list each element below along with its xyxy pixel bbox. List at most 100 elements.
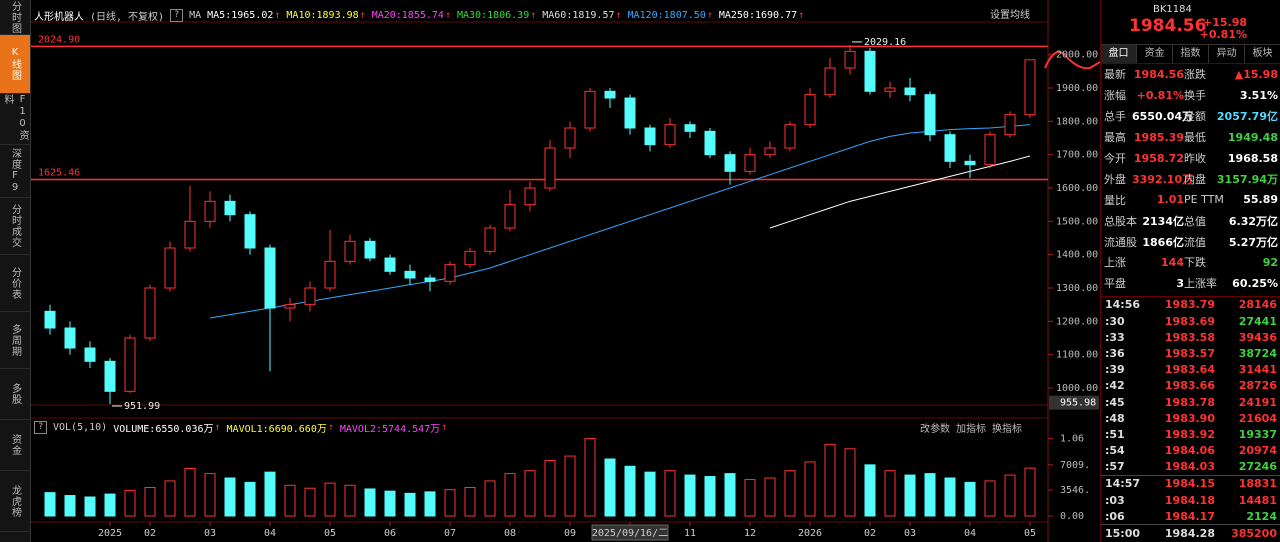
tab[interactable]: 异动 [1209,45,1245,63]
x-tick-label: 08 [504,528,516,539]
tick-price: 1984.06 [1164,444,1215,458]
volume-bar [744,478,756,517]
candle-body [1024,59,1036,116]
tick-volume: 38724 [1238,346,1277,360]
stat-label: 最高 [1104,131,1126,145]
stat-row: 平盘 3 上涨率 60.25% [1101,273,1280,294]
stat-label: 总股本 [1104,214,1137,228]
chart-header: 人形机器人 (日线, 不复权) ? MA MA5:1965.02 ↑ MA10:18… [34,6,804,24]
tick-price: 1984.18 [1164,493,1215,507]
ma-arrow: ↑ [530,9,537,21]
ma-arrow: ↑ [444,9,451,21]
sidebar-tab[interactable]: F10资料 [0,94,30,145]
tick-volume: 20974 [1238,444,1277,458]
tick-volume: 385200 [1231,527,1277,541]
sidebar-tab[interactable]: 分时图 [0,0,30,35]
volume-bar [784,470,796,517]
volume-bar [944,477,956,517]
volume-tick-label: 1.06 [1060,434,1084,445]
candle-body [864,50,876,92]
ma-line [769,155,1031,229]
high-label: 2029.16 [864,37,906,48]
candle-body [564,127,576,149]
change: +15.98 [1202,16,1247,29]
stat-row: 量比 1.01 PE TTM 55.89 [1101,189,1280,210]
stat-value: 1968.58 [1227,151,1278,165]
volume-bar [764,477,776,517]
vol-button[interactable]: 换指标 [992,423,1022,435]
tick-row: :51 1983.92 19337 [1101,426,1280,442]
ma-settings[interactable]: 设置均线 [990,6,1030,21]
candle-body [1004,114,1016,136]
candle-body [364,240,376,259]
volume-bar [664,470,676,517]
x-tick-label: 09 [564,528,576,539]
vol-button[interactable]: 改参数 [920,423,950,435]
stat-value: 6550.04万 [1132,110,1194,124]
x-tick-label: 04 [264,528,276,539]
ma-value: MA60:1819.57 [542,9,615,21]
candle-body [704,130,716,156]
tick-time: :33 [1105,330,1125,344]
ma-settings-text[interactable]: 设置均线 [990,10,1030,21]
stat-label: 上涨率 [1184,277,1217,291]
x-tick-label: 04 [964,528,976,539]
sidebar-tab[interactable]: 多股 [0,369,30,420]
help[interactable]: ? [170,8,184,22]
quote-panel: BK1184 1984.56 +15.98 +0.81% 盘口 资金 指数 异动 板块 … [1100,0,1280,542]
tick-time: :48 [1105,411,1125,425]
candle-body [684,124,696,132]
candle-body [624,97,636,129]
tick-time: :51 [1105,427,1125,441]
ma-arrow: ↑ [274,9,281,21]
stat-label: 今开 [1104,152,1126,165]
tab[interactable]: 资金 [1137,45,1173,63]
tick-volume: 39436 [1238,330,1277,344]
sidebar-tab[interactable]: 分时成交 [0,198,30,255]
vol-button[interactable]: 加指标 [956,423,986,435]
quote-top: BK1184 1984.56 +15.98 +0.81% [1101,0,1280,45]
tab[interactable]: 板块 [1245,45,1280,63]
candle-body [664,124,676,146]
tab[interactable]: 指数 [1173,45,1209,63]
volume-bar [864,464,876,517]
candle-body [244,214,256,249]
stat-label: 下跌 [1184,256,1206,270]
x-tick-label: 03 [904,528,916,539]
sidebar-tab[interactable]: 多周期 [0,312,30,369]
y-tick-label: 1100.00 [1056,350,1098,361]
volume-tick-label: 7009. [1060,460,1090,471]
x-tick-label: 02 [864,528,876,539]
tick-row: :06 1984.17 2124 [1101,508,1280,524]
tick-row: :54 1984.06 20974 [1101,442,1280,458]
tick-volume: 21604 [1238,411,1277,425]
sidebar-tab[interactable]: 深度F9 [0,145,30,198]
tick-row: :03 1984.18 14481 [1101,492,1280,508]
volume-bar [304,487,316,517]
sidebar-tab[interactable]: K线图 [0,35,30,94]
candle-body [524,187,536,206]
sidebar-tab[interactable]: 分价表 [0,255,30,312]
tick-row: :39 1983.64 31441 [1101,362,1280,378]
tick-time: :06 [1105,509,1125,523]
level-label: 2024.90 [38,34,80,45]
sidebar-tab[interactable]: 龙虎榜 [0,471,30,532]
sidebar-tab[interactable]: 资金 [0,420,30,471]
code: BK1184 [1153,4,1192,15]
candle-body [224,200,236,216]
price-curve [1044,51,1100,70]
volume-bar [584,438,596,517]
volume-header: ? VOL(5,10) VOLUME:6550.036万 ↑ MAVOL1:6690… [34,420,447,435]
stat-value: 1958.72 [1133,151,1184,165]
help[interactable]: ? [34,420,47,434]
x-tick-label: 07 [444,528,456,539]
stat-label: 换手 [1184,89,1206,103]
tick-row: :36 1983.57 38724 [1101,345,1280,361]
ma-arrow: ↑ [798,9,805,21]
tick-volume: 28726 [1238,379,1277,393]
stat-value: 1866亿 [1142,235,1184,249]
tick-time: :42 [1105,379,1125,393]
x-tick-label: 02 [144,528,156,539]
candle-body [904,87,916,96]
tab[interactable]: 盘口 [1101,45,1137,63]
